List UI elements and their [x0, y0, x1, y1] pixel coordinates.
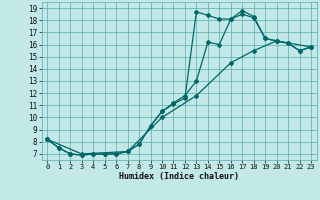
X-axis label: Humidex (Indice chaleur): Humidex (Indice chaleur) — [119, 172, 239, 181]
